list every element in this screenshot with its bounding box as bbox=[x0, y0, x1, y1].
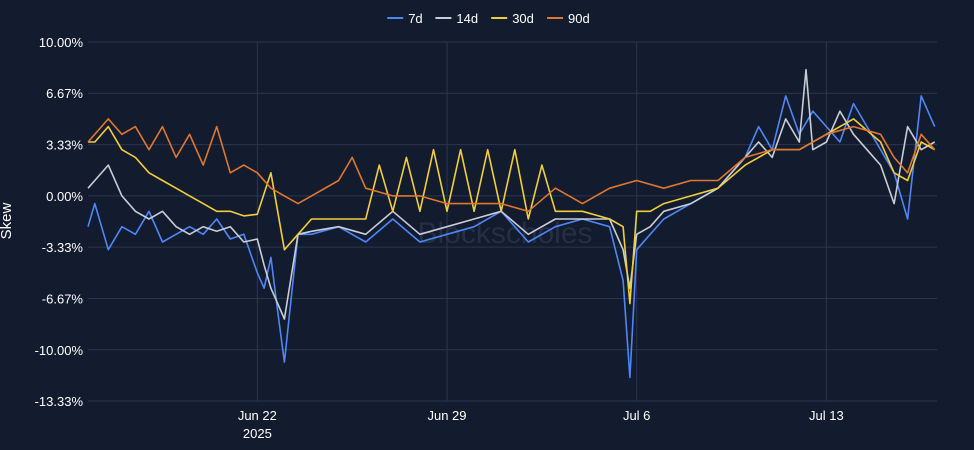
x-tick-label: Jul 6 bbox=[623, 408, 650, 423]
series-layer bbox=[87, 68, 936, 379]
series-line-90d bbox=[87, 118, 936, 213]
legend-label: 14d bbox=[456, 11, 478, 26]
y-tick-label: -3.33% bbox=[42, 240, 84, 255]
x-tick-sublabel: 2025 bbox=[243, 426, 272, 441]
series-line-14d bbox=[87, 68, 936, 320]
y-tick-label: -6.67% bbox=[42, 292, 84, 307]
watermark-text: Blockscholes bbox=[417, 217, 592, 250]
y-tick-label: 10.00% bbox=[39, 35, 84, 50]
y-axis-title: Skew bbox=[0, 202, 15, 239]
y-tick-label: -10.00% bbox=[35, 343, 84, 358]
y-tick-label: 3.33% bbox=[46, 138, 83, 153]
y-tick-label: 6.67% bbox=[46, 86, 83, 101]
x-tick-label: Jun 22 bbox=[238, 408, 277, 423]
grid-layer bbox=[88, 41, 937, 402]
legend-item-90d[interactable]: 90d bbox=[547, 11, 590, 26]
x-axis-ticks: Jun 22 2025 Jun 29 Jul 6 Jul 13 bbox=[238, 408, 844, 441]
y-tick-label: -13.33% bbox=[35, 394, 84, 409]
legend-label: 90d bbox=[568, 11, 590, 26]
y-tick-label: 0.00% bbox=[46, 189, 83, 204]
legend-item-14d[interactable]: 14d bbox=[435, 11, 478, 26]
series-line-30d bbox=[88, 118, 936, 305]
y-axis-ticks: 10.00% 6.67% 3.33% 0.00% -3.33% -6.67% -10.00%… bbox=[35, 35, 84, 409]
x-tick-label: Jun 29 bbox=[427, 408, 466, 423]
legend[interactable]: 7d 14d 30d 90d bbox=[387, 11, 590, 26]
legend-label: 30d bbox=[512, 11, 534, 26]
legend-label: 7d bbox=[408, 11, 422, 26]
legend-item-30d[interactable]: 30d bbox=[491, 11, 534, 26]
legend-item-7d[interactable]: 7d bbox=[387, 11, 423, 26]
x-tick-label: Jul 13 bbox=[809, 408, 844, 423]
